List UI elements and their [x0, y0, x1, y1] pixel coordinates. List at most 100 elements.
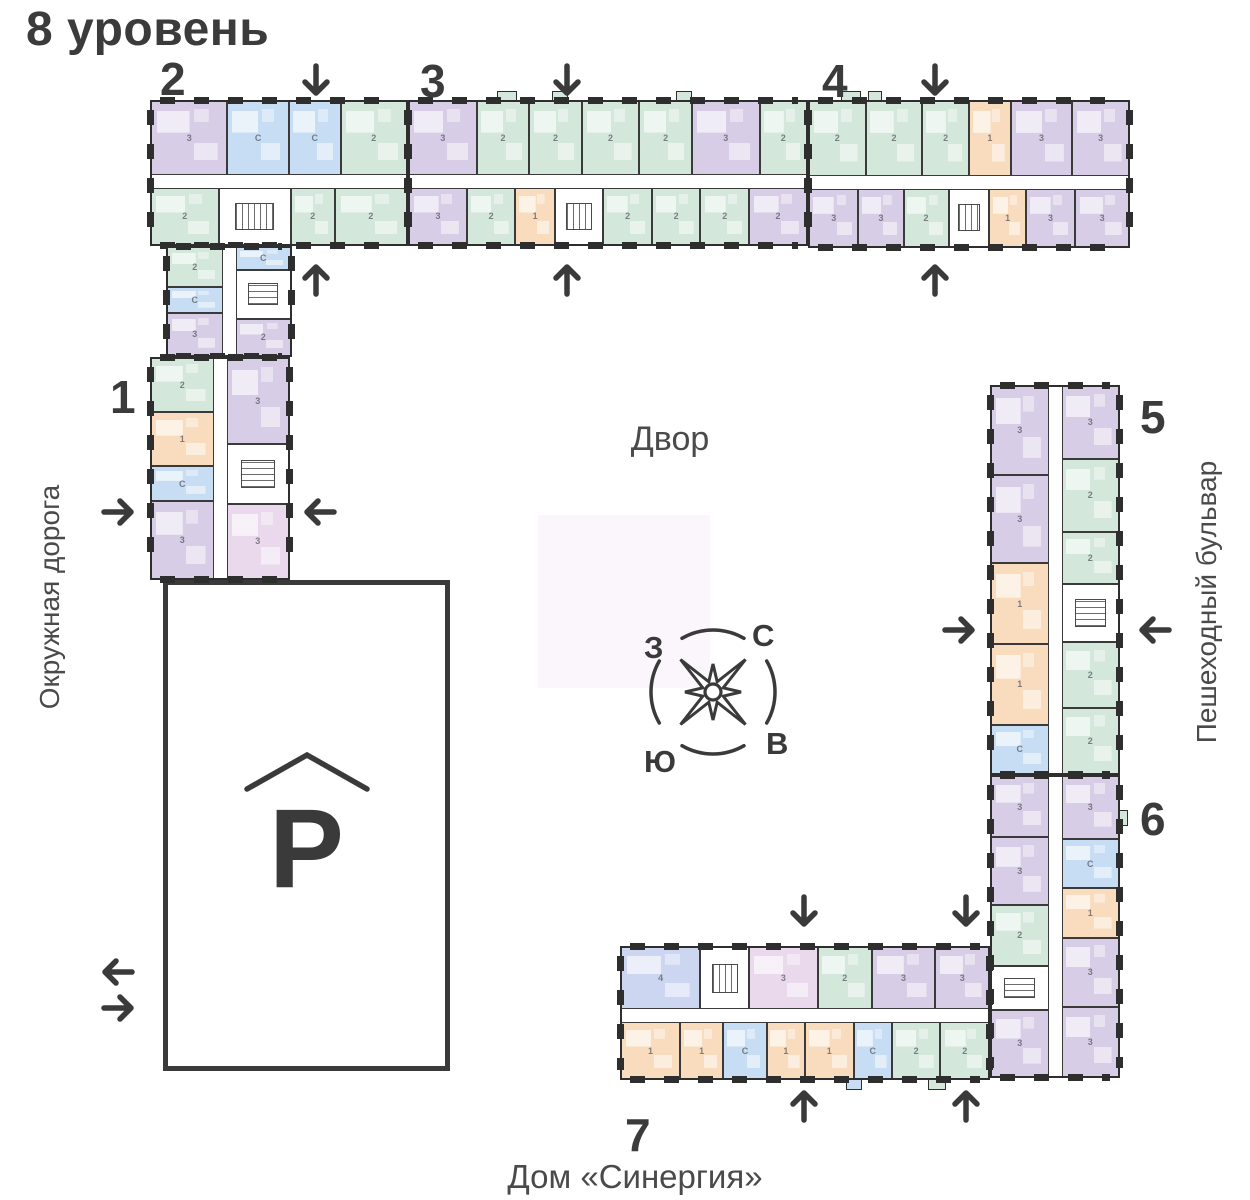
apartment-unit[interactable]: С [852, 1023, 891, 1078]
apartment-unit[interactable]: 2 [650, 188, 700, 244]
apartment-unit[interactable]: 2 [902, 189, 948, 246]
apartment-unit[interactable]: 2 [816, 948, 871, 1009]
apartment-unit[interactable]: 2 [528, 102, 581, 174]
apartment-unit[interactable]: 3 [992, 473, 1048, 563]
apartment-unit[interactable]: 2 [758, 102, 807, 174]
apartment-unit[interactable]: 2 [1062, 457, 1118, 531]
apartment-unit[interactable]: С [226, 102, 288, 174]
section-number-2: 2 [160, 53, 186, 105]
apartment-unit[interactable]: 3 [1074, 189, 1128, 246]
stairs-icon [234, 203, 275, 230]
apartment-unit[interactable]: 2 [602, 188, 651, 244]
apartment-unit[interactable]: 3 [992, 836, 1048, 904]
entrance-arrow-left-icon [302, 494, 338, 530]
apartment-unit[interactable]: 3 [227, 502, 288, 579]
apartment-unit[interactable]: 3 [1062, 936, 1118, 1007]
apartment-unit[interactable]: 3 [152, 102, 227, 174]
apartment-unit[interactable]: 1 [967, 102, 1010, 175]
apartment-unit[interactable]: 3 [857, 189, 903, 246]
apartment-unit[interactable]: 2 [864, 102, 922, 175]
section-number-6: 6 [1140, 793, 1166, 845]
apartment-unit[interactable]: 1 [152, 411, 213, 466]
unit-type-label: 2 [500, 132, 506, 143]
apartment-unit[interactable]: 3 [1071, 102, 1128, 175]
apartment-unit[interactable]: 2 [890, 1023, 940, 1078]
apartment-unit[interactable]: 3 [934, 948, 988, 1009]
apartment-unit[interactable]: 3 [870, 948, 935, 1009]
apartment-unit[interactable]: 2 [236, 317, 290, 355]
apartment-unit[interactable]: 2 [810, 102, 865, 175]
apartment-unit[interactable]: 1 [992, 562, 1048, 643]
apartment-unit[interactable]: 2 [475, 102, 529, 174]
apartment-unit[interactable]: С [992, 723, 1048, 773]
corridor [1047, 387, 1063, 773]
apartment-unit[interactable]: 3 [992, 1008, 1048, 1077]
apartment-unit[interactable]: 3 [410, 188, 466, 244]
stairwell [992, 965, 1048, 1009]
apartment-unit[interactable]: 3 [1009, 102, 1072, 175]
unit-type-label: 1 [783, 1045, 789, 1056]
parking-area: Р [163, 580, 450, 1071]
apartment-unit[interactable]: 3 [690, 102, 759, 174]
apartment-unit[interactable]: 1 [988, 189, 1025, 246]
apartment-unit[interactable]: 2 [580, 102, 639, 174]
apartment-unit[interactable]: 2 [1062, 530, 1118, 583]
apartment-unit[interactable]: 2 [339, 102, 406, 174]
apartment-unit[interactable]: 2 [168, 248, 222, 287]
apartment-unit[interactable]: 1 [803, 1023, 853, 1078]
apartment-unit[interactable]: С [1062, 837, 1118, 888]
apartment-unit[interactable]: 3 [152, 500, 213, 578]
apartment-unit[interactable]: 1 [678, 1023, 723, 1078]
apartment-unit[interactable]: 2 [1062, 641, 1118, 708]
apartment-unit[interactable]: 1 [765, 1023, 804, 1078]
apartment-unit[interactable]: 2 [748, 188, 806, 244]
unit-row: 3 2 2 2 2 [1062, 387, 1118, 773]
apartment-unit[interactable]: 3 [992, 387, 1048, 474]
apartment-unit[interactable]: 2 [333, 188, 406, 244]
unit-type-label: С [191, 295, 199, 306]
apartment-unit[interactable]: 3 [1062, 1006, 1118, 1076]
apartment-unit[interactable]: 3 [810, 189, 858, 246]
apartment-unit[interactable]: С [236, 248, 290, 269]
apartment-unit[interactable]: 1 [622, 1023, 679, 1078]
apartment-unit[interactable]: 2 [921, 102, 968, 175]
apartment-unit[interactable]: С [722, 1023, 766, 1078]
apartment-unit[interactable]: 2 [939, 1023, 988, 1078]
apartment-unit[interactable]: 3 [747, 948, 817, 1009]
unit-row: 2 1 С 3 [152, 359, 213, 578]
apartment-unit[interactable]: 2 [699, 188, 749, 244]
apartment-unit[interactable]: 2 [465, 188, 515, 244]
unit-type-label: С [311, 132, 318, 143]
stairs-icon [566, 203, 593, 230]
unit-type-label: 2 [780, 132, 786, 143]
stairwell [699, 948, 748, 1009]
apartment-unit[interactable]: С [168, 286, 222, 312]
apartment-unit[interactable]: 2 [289, 188, 334, 244]
apartment-unit[interactable]: 2 [152, 188, 218, 244]
apartment-unit[interactable]: 1 [514, 188, 554, 244]
unit-row: 3 3 2 1 3 3 [810, 189, 1128, 246]
apartment-unit[interactable]: 3 [1024, 189, 1075, 246]
unit-type-label: 2 [775, 211, 781, 222]
stairs-icon [248, 282, 279, 306]
apartment-unit[interactable]: 2 [992, 903, 1048, 966]
apartment-unit[interactable]: 3 [992, 777, 1048, 837]
unit-type-label: 2 [1087, 670, 1093, 681]
apartment-unit[interactable]: 2 [152, 359, 213, 412]
apartment-unit[interactable]: 3 [168, 311, 222, 355]
apartment-unit[interactable]: 3 [410, 102, 476, 174]
apartment-unit[interactable]: 1 [992, 643, 1048, 724]
apartment-unit[interactable]: С [287, 102, 340, 174]
apartment-unit[interactable]: 3 [227, 359, 288, 443]
apartment-unit[interactable]: 2 [1062, 707, 1118, 773]
apartment-unit[interactable]: 4 [622, 948, 700, 1009]
apartment-unit[interactable]: 3 [1062, 387, 1118, 458]
apartment-unit[interactable]: 3 [1062, 777, 1118, 838]
apartment-unit[interactable]: 2 [638, 102, 691, 174]
entrance-arrow-up-icon [948, 1088, 984, 1124]
apartment-unit[interactable]: 1 [1062, 887, 1118, 937]
apartment-unit[interactable]: С [152, 465, 213, 501]
unit-type-label: 2 [371, 132, 377, 143]
